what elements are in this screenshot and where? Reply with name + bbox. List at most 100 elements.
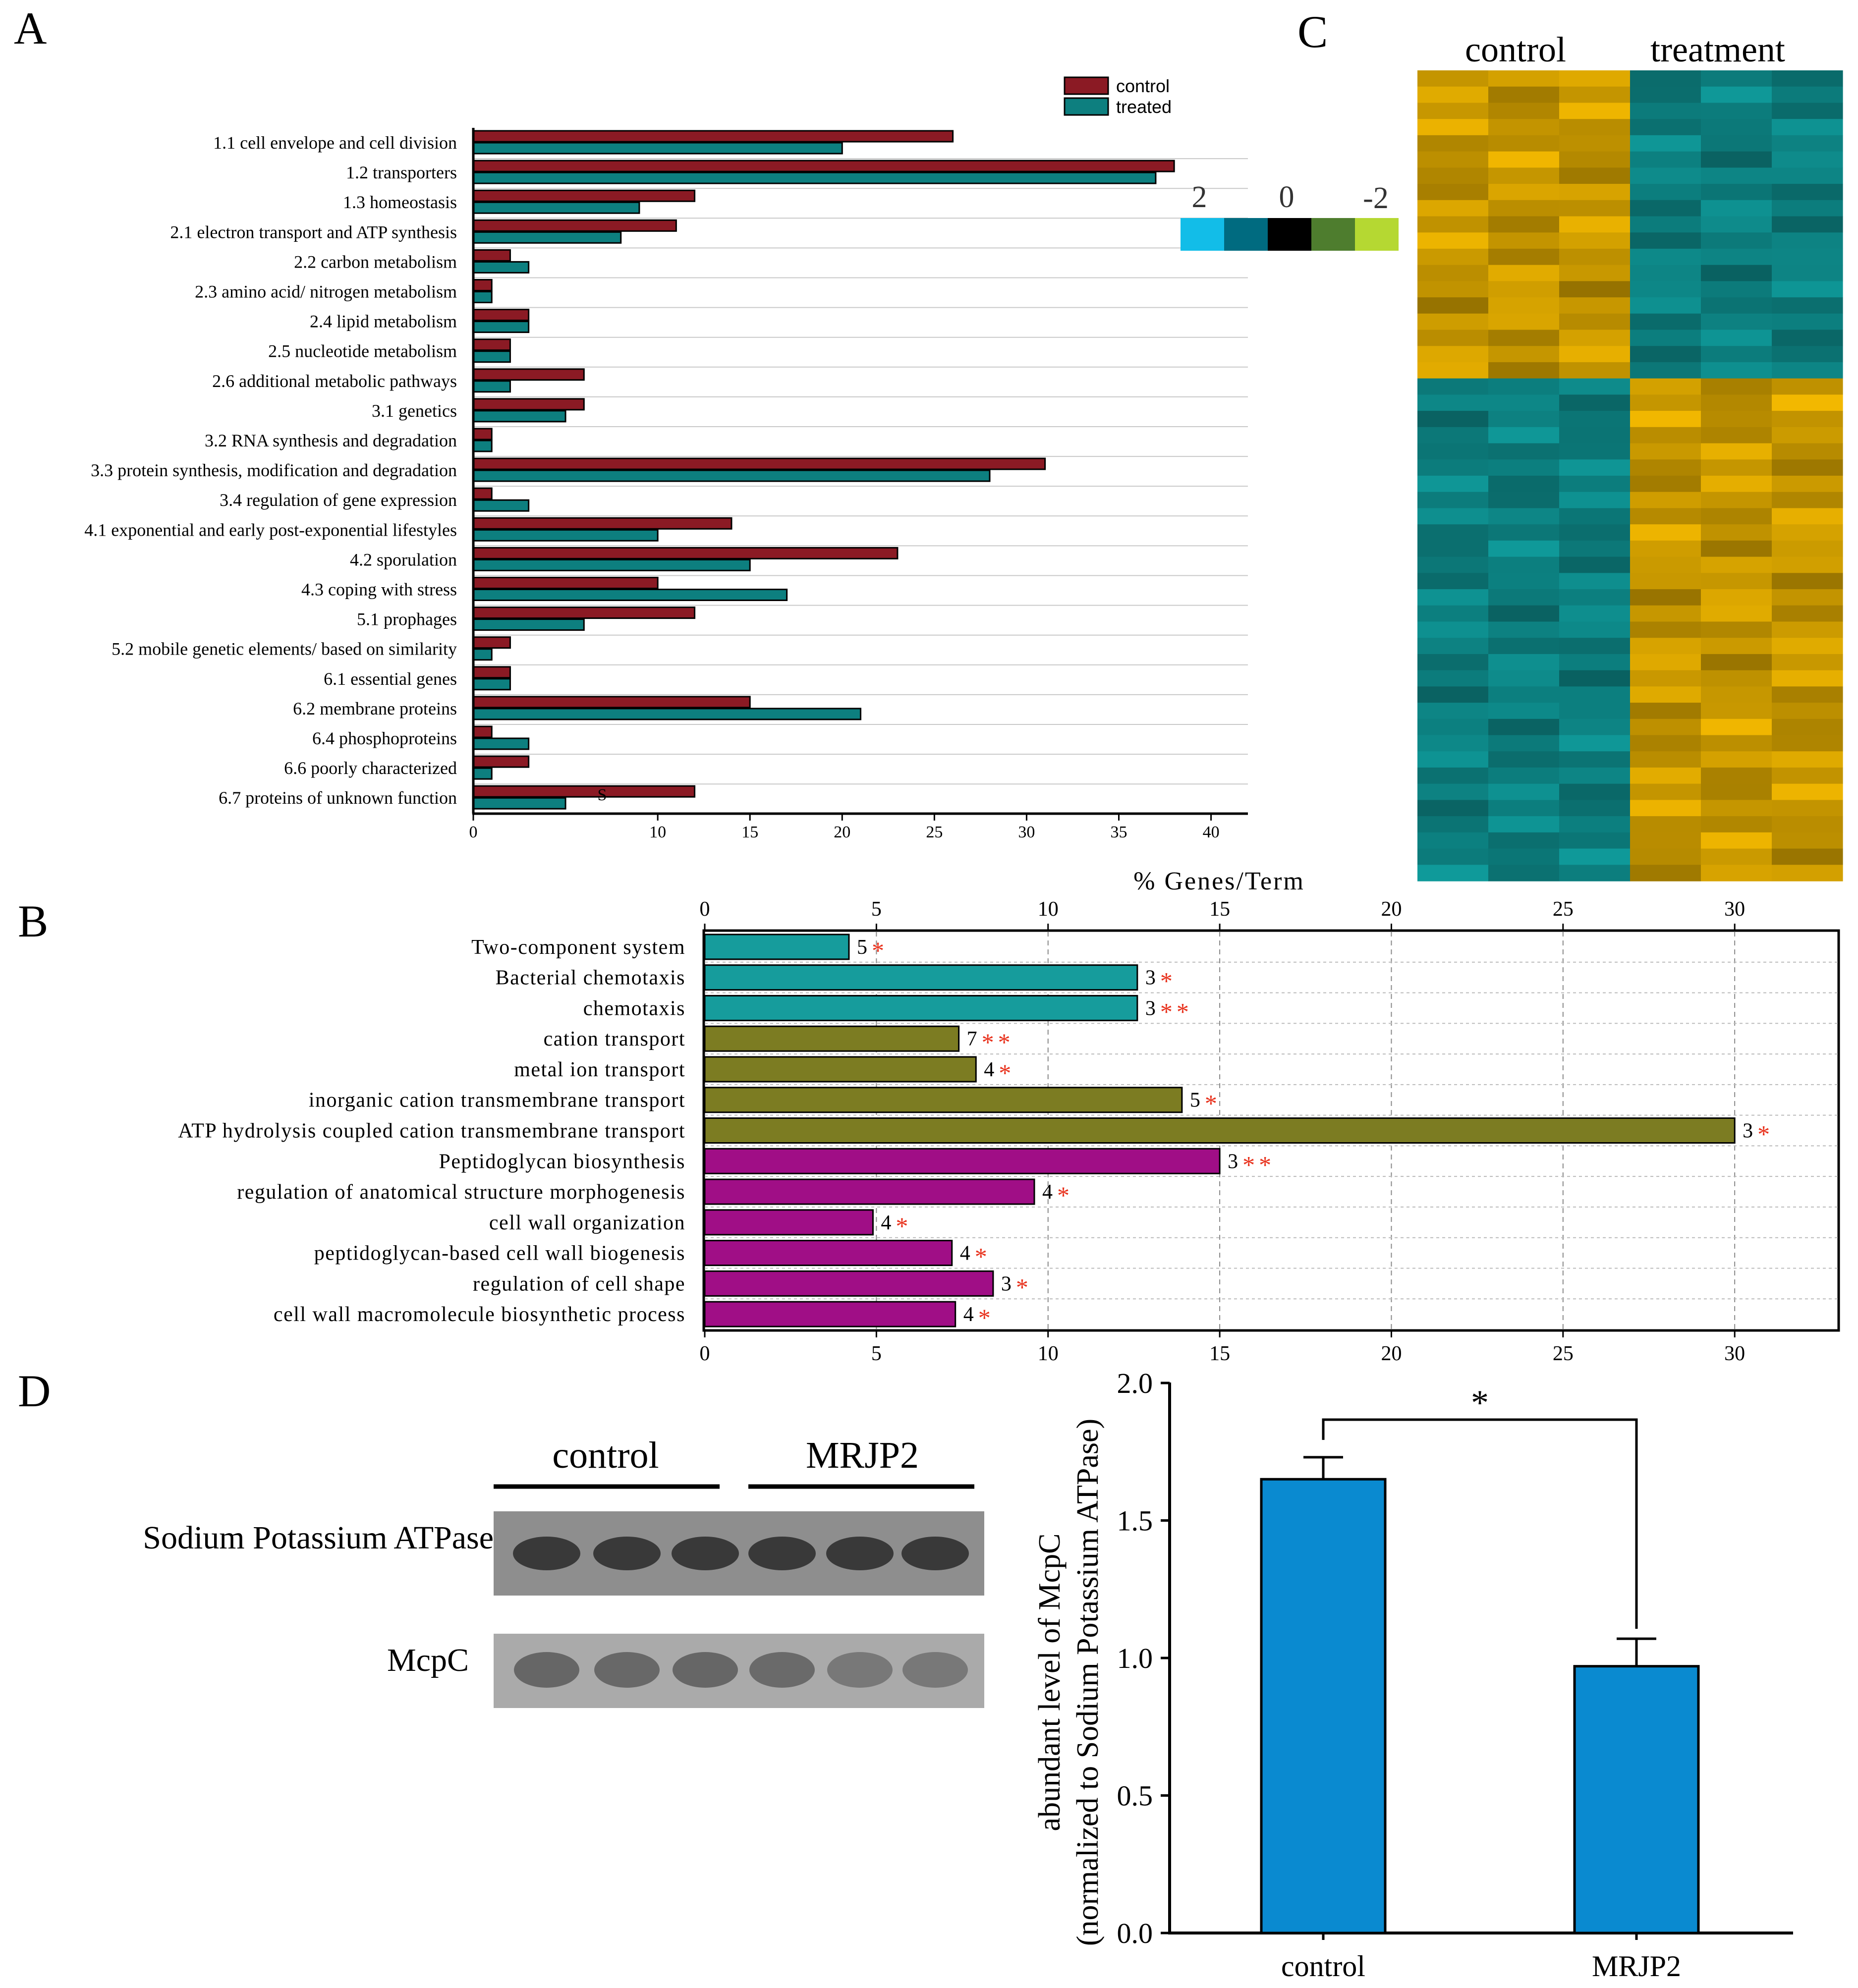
- gene-count-label: 4: [1042, 1181, 1053, 1204]
- heatmap-cell: [1417, 232, 1489, 249]
- bar-treated: [472, 618, 585, 631]
- significance-star: **: [982, 1028, 1014, 1056]
- panel-label-b: B: [18, 896, 48, 946]
- x-tick-label: 35: [1111, 823, 1127, 841]
- heatmap-cell: [1417, 832, 1489, 849]
- heatmap-cell: [1417, 751, 1489, 768]
- heatmap-cell: [1488, 119, 1560, 136]
- heatmap-cell: [1630, 621, 1701, 638]
- heatmap-cell: [1559, 459, 1631, 476]
- bar-treated: [472, 261, 530, 274]
- heatmap-cell: [1417, 670, 1489, 687]
- heatmap-cell: [1417, 524, 1489, 541]
- heatmap-cell: [1772, 330, 1843, 346]
- heatmap-cell: [1488, 216, 1560, 233]
- heatmap-cell: [1630, 135, 1701, 152]
- heatmap-cell: [1630, 427, 1701, 444]
- heatmap-cell: [1417, 848, 1489, 865]
- heatmap-cell: [1701, 70, 1772, 87]
- top-tick-label: 5: [871, 898, 882, 921]
- panel-a-bars: [472, 130, 1175, 810]
- heatmap-cell: [1559, 167, 1631, 184]
- category-label: 3.4 regulation of gene expression: [220, 490, 457, 510]
- panel-a-x-ticks: 0 10 15 20 25 30 35 40: [469, 814, 1220, 841]
- heatmap-cell: [1559, 411, 1631, 428]
- heatmap-cell: [1559, 103, 1631, 119]
- bar-control: [472, 368, 585, 381]
- bar-control: [472, 636, 511, 649]
- bar-control: [472, 428, 493, 441]
- heatmap-cell: [1488, 783, 1560, 800]
- bar-treated: [472, 708, 861, 720]
- category-label: 3.1 genetics: [372, 401, 457, 421]
- heatmap-cell: [1417, 184, 1489, 201]
- heatmap-cell: [1772, 751, 1843, 768]
- term-bar: [704, 964, 1138, 991]
- heatmap-cell: [1488, 281, 1560, 298]
- bottom-tick-label: 20: [1381, 1342, 1402, 1365]
- term-label: cell wall organization: [489, 1212, 685, 1234]
- heatmap-cell: [1701, 394, 1772, 411]
- heatmap-cell: [1488, 248, 1560, 266]
- bar-treated: [472, 499, 530, 512]
- heatmap-cell: [1772, 443, 1843, 460]
- category-label: 6.4 phosphoproteins: [312, 728, 457, 748]
- heatmap-cell: [1417, 621, 1489, 638]
- blot-bands: [513, 1537, 969, 1688]
- heatmap-cell: [1559, 248, 1631, 266]
- heatmap-cell: [1630, 248, 1701, 266]
- heatmap-cell: [1772, 589, 1843, 606]
- gene-count-label: 4: [963, 1303, 974, 1326]
- bar-control: [472, 398, 585, 411]
- term-bar: [704, 1056, 977, 1083]
- heatmap-cell: [1488, 184, 1560, 201]
- bar-control: [472, 487, 493, 500]
- term-bar: [704, 994, 1138, 1021]
- heatmap-cell: [1701, 751, 1772, 768]
- heatmap-cell: [1701, 589, 1772, 606]
- heatmap-cell: [1630, 346, 1701, 363]
- heatmap-cell: [1417, 119, 1489, 136]
- heatmap-cell: [1417, 800, 1489, 817]
- heatmap-cell: [1488, 670, 1560, 687]
- top-tick-label: 30: [1724, 898, 1745, 921]
- heatmap-cell: [1417, 86, 1489, 104]
- heatmap-cell: [1701, 232, 1772, 249]
- term-label: peptidoglycan-based cell wall biogenesis: [314, 1242, 685, 1265]
- heatmap-cell: [1772, 638, 1843, 655]
- significance-star: *: [1057, 1181, 1073, 1209]
- heatmap-cell: [1488, 638, 1560, 655]
- significance-star: **: [1242, 1151, 1275, 1178]
- panel-label-d: D: [18, 1366, 51, 1416]
- gene-count-label: 5: [1190, 1089, 1200, 1112]
- heatmap-cell: [1559, 265, 1631, 281]
- heatmap-cell: [1630, 783, 1701, 800]
- heatmap-cell: [1559, 492, 1631, 509]
- heatmap-group-treatment: treatment: [1650, 30, 1785, 69]
- bar-treated: [472, 529, 659, 542]
- legend-swatch-control: [1064, 76, 1109, 95]
- heatmap-cell: [1488, 476, 1560, 493]
- heatmap-cell: [1772, 281, 1843, 298]
- heatmap-cell: [1559, 573, 1631, 590]
- heatmap-cell: [1630, 556, 1701, 573]
- bar-treated: [472, 291, 493, 303]
- heatmap-cell: [1488, 411, 1560, 428]
- category-label: 4.2 sporulation: [350, 550, 457, 569]
- heatmap-cell: [1559, 783, 1631, 800]
- heatmap-cell: [1488, 443, 1560, 460]
- scale-swatch: [1181, 218, 1224, 251]
- heatmap-cell: [1630, 832, 1701, 849]
- heatmap-cell: [1559, 119, 1631, 136]
- heatmap-cell: [1488, 297, 1560, 314]
- heatmap-cell: [1630, 718, 1701, 736]
- heatmap-cell: [1630, 459, 1701, 476]
- heatmap-cell: [1701, 686, 1772, 703]
- panel-b-frame: [702, 929, 1840, 1332]
- heatmap-cell: [1417, 816, 1489, 833]
- panel-a-chart: 1.1 cell envelope and cell division 1.2 t…: [84, 76, 1248, 841]
- heatmap-cell: [1701, 832, 1772, 849]
- bar-control: [472, 338, 511, 351]
- heatmap-cell: [1559, 670, 1631, 687]
